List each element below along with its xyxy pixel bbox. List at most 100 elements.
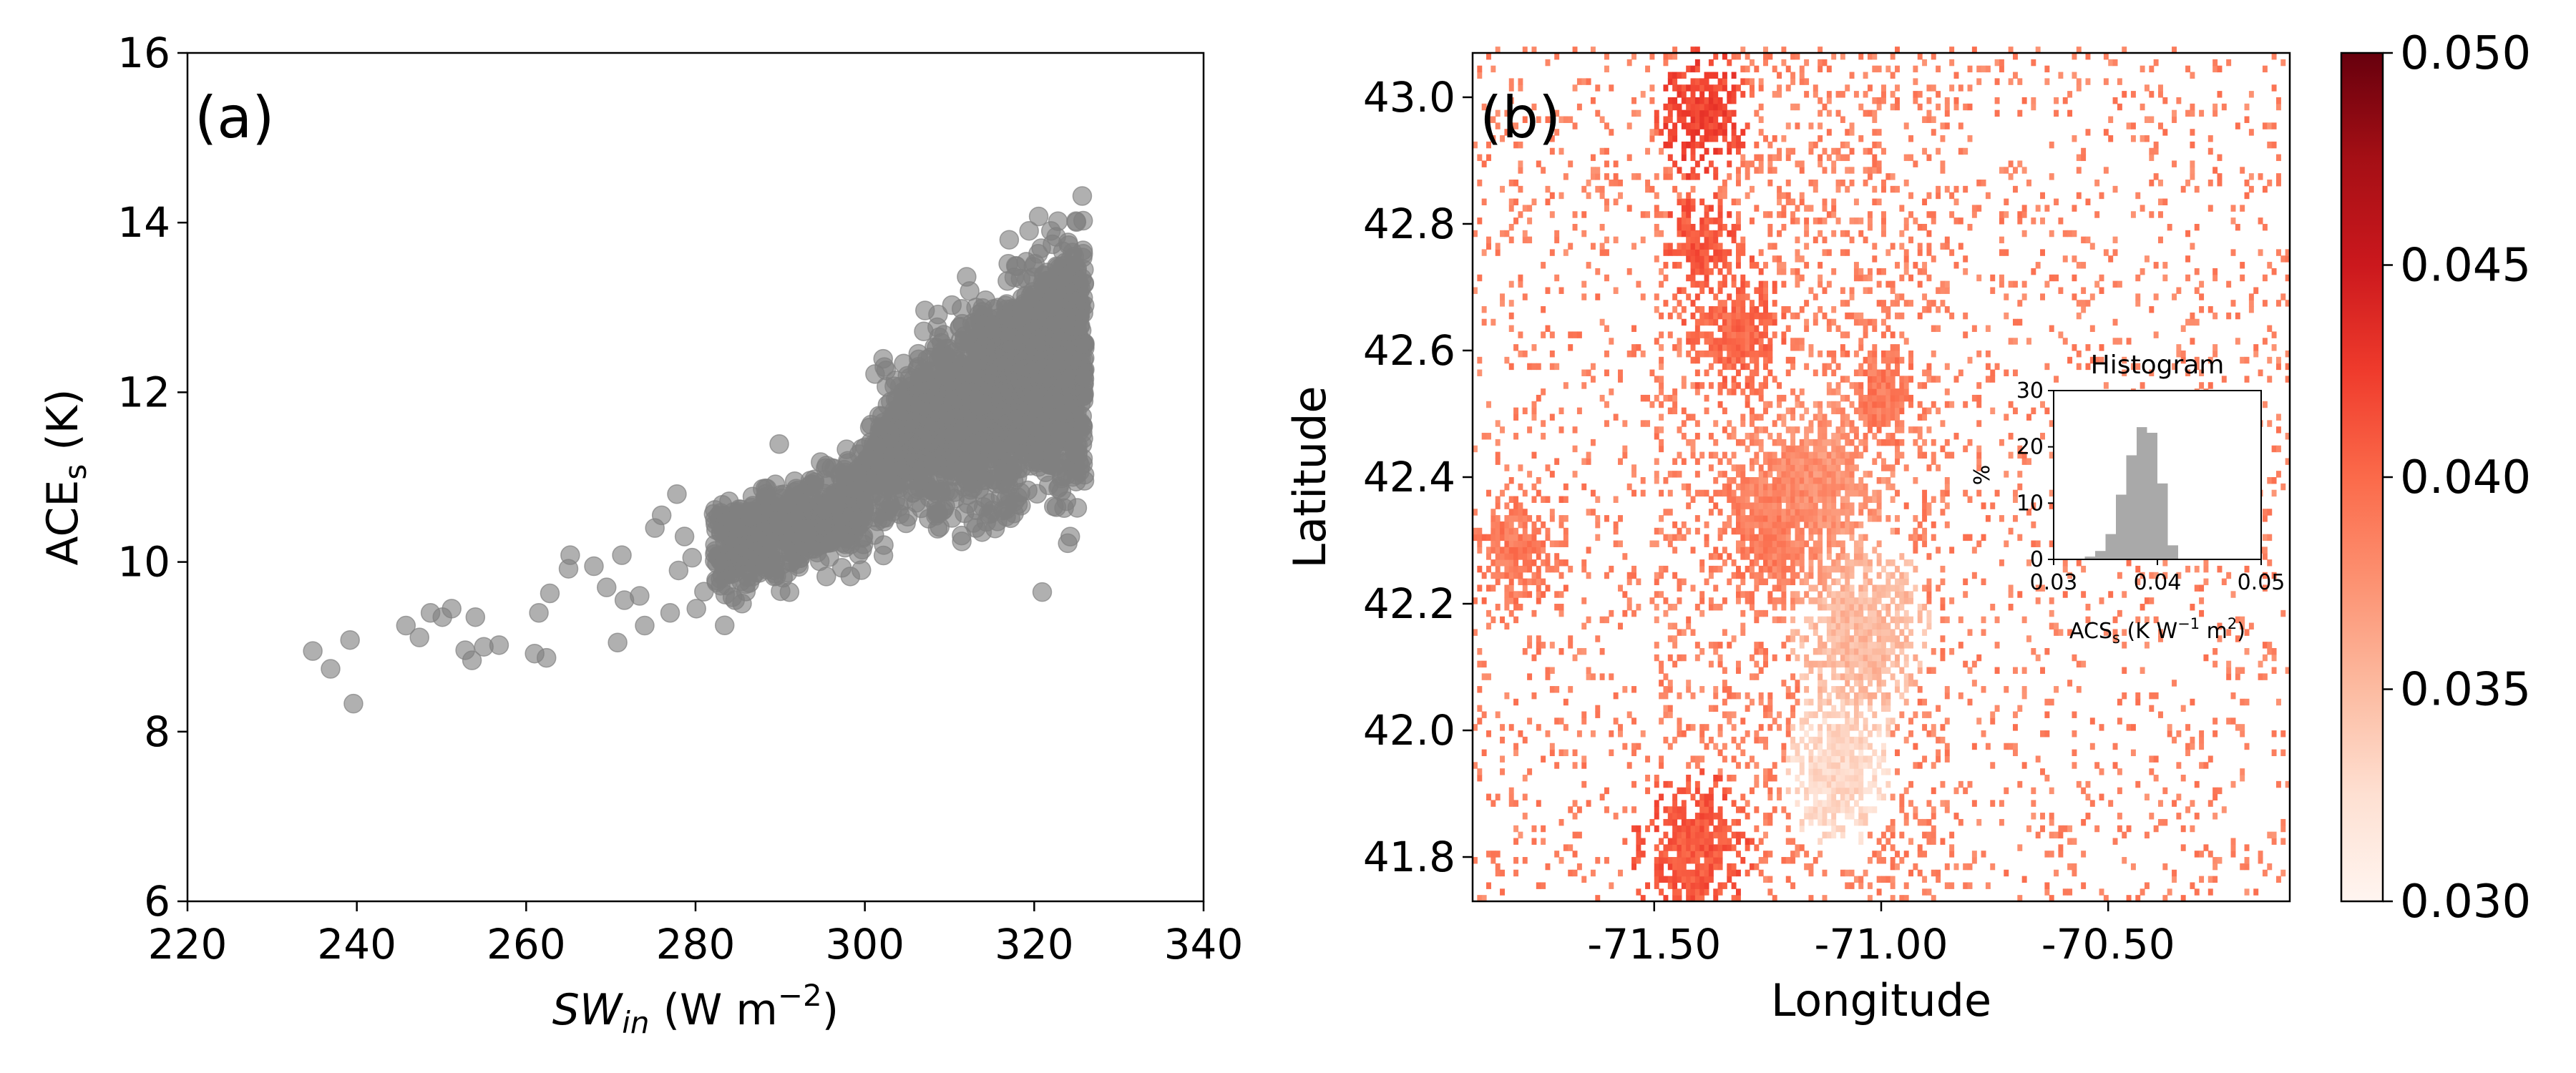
heatmap-cell — [1581, 369, 1587, 376]
heatmap-cell — [1626, 762, 1632, 769]
heatmap-cell — [1767, 774, 1773, 782]
heatmap-cell — [1699, 268, 1705, 275]
heatmap-cell — [1536, 578, 1541, 586]
heatmap-cell — [1690, 236, 1696, 244]
heatmap-cell — [1754, 109, 1760, 117]
scatter-y-tick-label: 8 — [144, 707, 170, 756]
heatmap-cell — [1518, 515, 1523, 522]
heatmap-cell — [1504, 356, 1510, 364]
heatmap-cell — [1781, 534, 1787, 542]
heatmap-cell — [1713, 306, 1719, 313]
heatmap-cell — [1781, 331, 1787, 338]
heatmap-cell — [1717, 857, 1723, 864]
heatmap-cell — [1677, 857, 1682, 864]
heatmap-cell — [1681, 654, 1687, 662]
heatmap-cell — [1763, 325, 1768, 333]
heatmap-cell — [1590, 97, 1596, 104]
heatmap-cell — [1677, 344, 1682, 351]
heatmap-cell — [1572, 445, 1578, 453]
heatmap-cell — [1631, 242, 1636, 250]
heatmap-cell — [1740, 280, 1746, 288]
heatmap-cell — [1554, 53, 1560, 60]
heatmap-cell — [1777, 787, 1782, 795]
heatmap-cell — [1690, 888, 1696, 896]
heatmap-cell — [1722, 376, 1727, 383]
heatmap-cell — [1704, 103, 1709, 111]
heatmap-cell — [1717, 730, 1723, 738]
heatmap-cell — [1536, 540, 1541, 547]
heatmap-cell — [1486, 673, 1491, 680]
heatmap-cell — [1785, 755, 1791, 763]
heatmap-cell — [1690, 103, 1696, 111]
heatmap-cell — [1727, 97, 1732, 104]
heatmap-cell — [1694, 433, 1700, 440]
heatmap-cell — [1681, 844, 1687, 851]
heatmap-cell — [1686, 217, 1692, 225]
heatmap-cell — [1522, 647, 1528, 655]
heatmap-cell — [1504, 591, 1510, 598]
heatmap-cell — [1654, 205, 1659, 212]
heatmap-cell — [1763, 609, 1768, 617]
scatter-point — [950, 316, 970, 337]
heatmap-cell — [1704, 369, 1709, 376]
heatmap-cell — [1777, 91, 1782, 98]
heatmap-cell — [1622, 806, 1628, 813]
heatmap-cell — [1531, 198, 1537, 206]
heatmap-cell — [1745, 78, 1750, 85]
scatter-point — [608, 632, 628, 653]
heatmap-cell — [1722, 109, 1727, 117]
heatmap-cell — [1735, 831, 1741, 839]
heatmap-cell — [1722, 521, 1727, 529]
heatmap-cell — [1785, 445, 1791, 453]
heatmap-cell — [1722, 547, 1727, 554]
heatmap-cell — [1541, 882, 1546, 889]
scatter-point — [1013, 312, 1033, 333]
heatmap-cell — [1654, 477, 1659, 484]
heatmap-cell — [1722, 262, 1727, 269]
heatmap-cell — [1667, 635, 1673, 642]
heatmap-cell — [1677, 338, 1682, 345]
heatmap-cell — [1777, 724, 1782, 731]
heatmap-cell — [1758, 382, 1764, 389]
heatmap-cell — [1727, 844, 1732, 851]
heatmap-cell — [1699, 559, 1705, 567]
heatmap-cell — [1754, 331, 1760, 338]
heatmap-cell — [1513, 180, 1519, 187]
heatmap-cell — [1508, 724, 1514, 731]
heatmap-cell — [1531, 825, 1537, 833]
heatmap-cell — [1631, 717, 1636, 725]
heatmap-cell — [1727, 318, 1732, 326]
heatmap-cell — [1694, 236, 1700, 244]
heatmap-cell — [1613, 287, 1619, 294]
heatmap-cell — [1654, 338, 1659, 345]
heatmap-cell — [1549, 211, 1555, 218]
heatmap-cell — [1745, 844, 1750, 851]
heatmap-cell — [1758, 521, 1764, 529]
heatmap-cell — [1495, 869, 1501, 877]
heatmap-cell — [1667, 489, 1673, 497]
scatter-point — [996, 463, 1016, 483]
heatmap-cell — [1622, 609, 1628, 617]
heatmap-cell — [1740, 609, 1746, 617]
heatmap-cell — [1754, 806, 1760, 813]
heatmap-cell — [1677, 534, 1682, 542]
heatmap-cell — [1745, 382, 1750, 389]
scatter-point — [584, 556, 604, 577]
heatmap-cell — [1663, 84, 1669, 92]
heatmap-cell — [1545, 496, 1551, 504]
heatmap-cell — [1659, 376, 1664, 383]
heatmap-cell — [1722, 300, 1727, 307]
heatmap-cell — [1704, 268, 1709, 275]
heatmap-cell — [1508, 540, 1514, 547]
heatmap-cell — [1477, 217, 1483, 225]
heatmap-cell — [1731, 844, 1737, 851]
heatmap-cell — [1681, 376, 1687, 383]
heatmap-cell — [1772, 287, 1777, 294]
heatmap-cell — [1481, 318, 1487, 326]
heatmap-cell — [1694, 122, 1700, 129]
heatmap-cell — [1750, 344, 1755, 351]
heatmap-cell — [1508, 565, 1514, 573]
scatter-point — [536, 647, 557, 668]
heatmap-cell — [1576, 331, 1582, 338]
heatmap-cell — [1659, 857, 1664, 864]
